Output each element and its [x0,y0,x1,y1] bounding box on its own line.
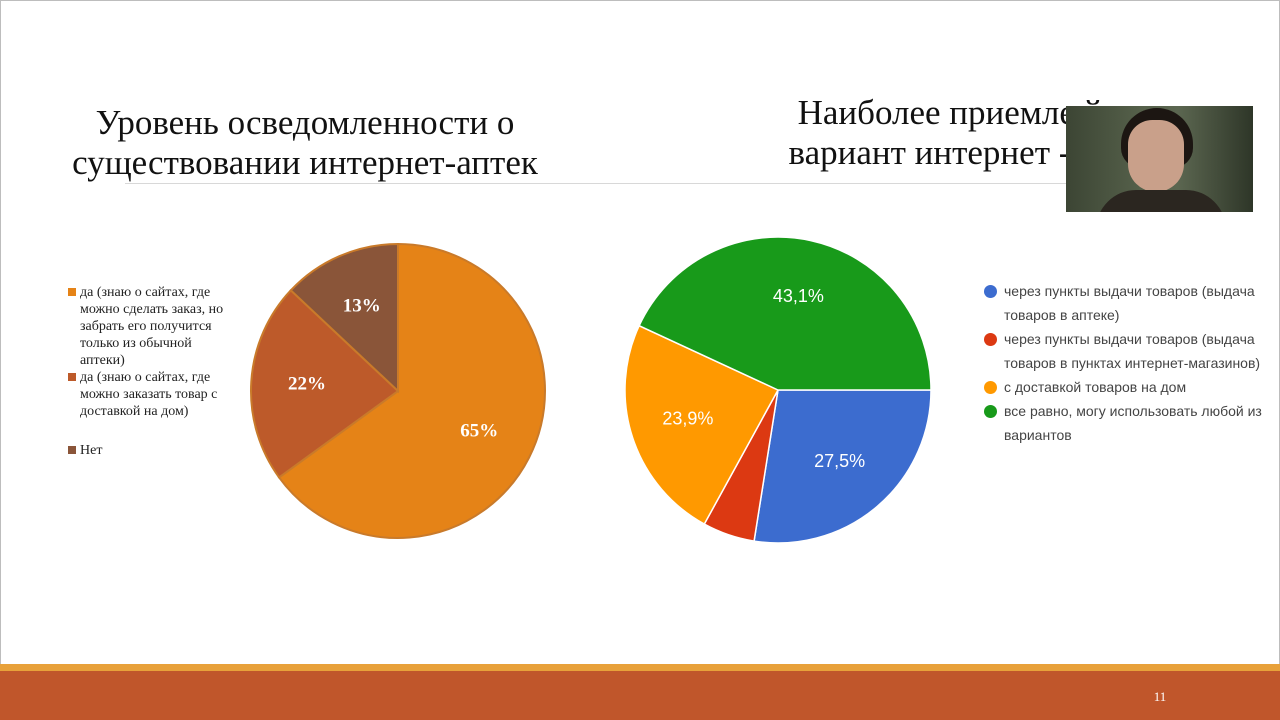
legend-2-dot-0 [984,285,997,298]
legend-1-label-0: да (знаю о сайтах, где можно сделать зак… [80,285,224,368]
legend-2-item-0: через пункты выдачи товаров (выдача това… [982,279,1280,327]
legend-1-swatch-0 [68,288,76,296]
chart-2-data-label-0: 27,5% [814,451,865,471]
chart-2-legend: через пункты выдачи товаров (выдача това… [982,279,1280,447]
chart-1-data-label-1: 22% [288,374,326,395]
chart-1-slice-2 [289,242,399,394]
legend-2-dot-2 [984,381,997,394]
chart-2-slice-2 [624,324,780,526]
legend-1-label-2: Нет [80,443,103,458]
legend-2-label-3: все равно, могу использовать любой из ва… [1004,403,1262,443]
legend-1-item-2: Нет [68,442,228,459]
chart-2-slice-3 [638,236,932,391]
chart-1-title: Уровень осведомленности о существовании … [72,103,538,182]
legend-2-dot-3 [984,405,997,418]
legend-2-label-1: через пункты выдачи товаров (выдача това… [1004,331,1261,371]
title-divider [125,183,1220,184]
legend-1-item-1: да (знаю о сайтах, где можно заказать то… [68,369,228,420]
webcam-shoulders [1096,190,1226,212]
legend-1-swatch-1 [68,373,76,381]
legend-1-label-1: да (знаю о сайтах, где можно заказать то… [80,370,218,419]
chart-1-legend: да (знаю о сайтах, где можно сделать зак… [68,284,228,459]
chart-1-data-label-0: 65% [460,421,498,442]
chart-1-slice-0 [277,242,546,539]
chart-2-slice-0 [753,389,932,544]
legend-2-label-0: через пункты выдачи товаров (выдача това… [1004,283,1255,323]
legend-2-item-1: через пункты выдачи товаров (выдача това… [982,327,1280,375]
legend-2-dot-1 [984,333,997,346]
legend-2-item-3: все равно, могу использовать любой из ва… [982,399,1280,447]
legend-2-label-2: с доставкой товаров на дом [1004,379,1187,395]
page-number: 11 [1153,689,1167,704]
chart-2-data-label-3: 43,1% [773,286,824,306]
chart-2-title: Наиболее приемле й вариант интернет - то [788,93,1112,172]
chart-2-data-label-2: 23,9% [662,408,713,428]
legend-1-item-0: да (знаю о сайтах, где можно сделать зак… [68,284,228,369]
webcam-overlay [1066,106,1253,212]
webcam-face [1128,120,1184,192]
legend-1-swatch-2 [68,446,76,454]
legend-2-item-2: с доставкой товаров на дом [982,375,1280,399]
chart-1-slice-1 [250,288,400,479]
footer-accent-bar [0,664,1280,671]
chart-1-data-label-2: 13% [343,296,381,317]
footer-bar [0,671,1280,720]
